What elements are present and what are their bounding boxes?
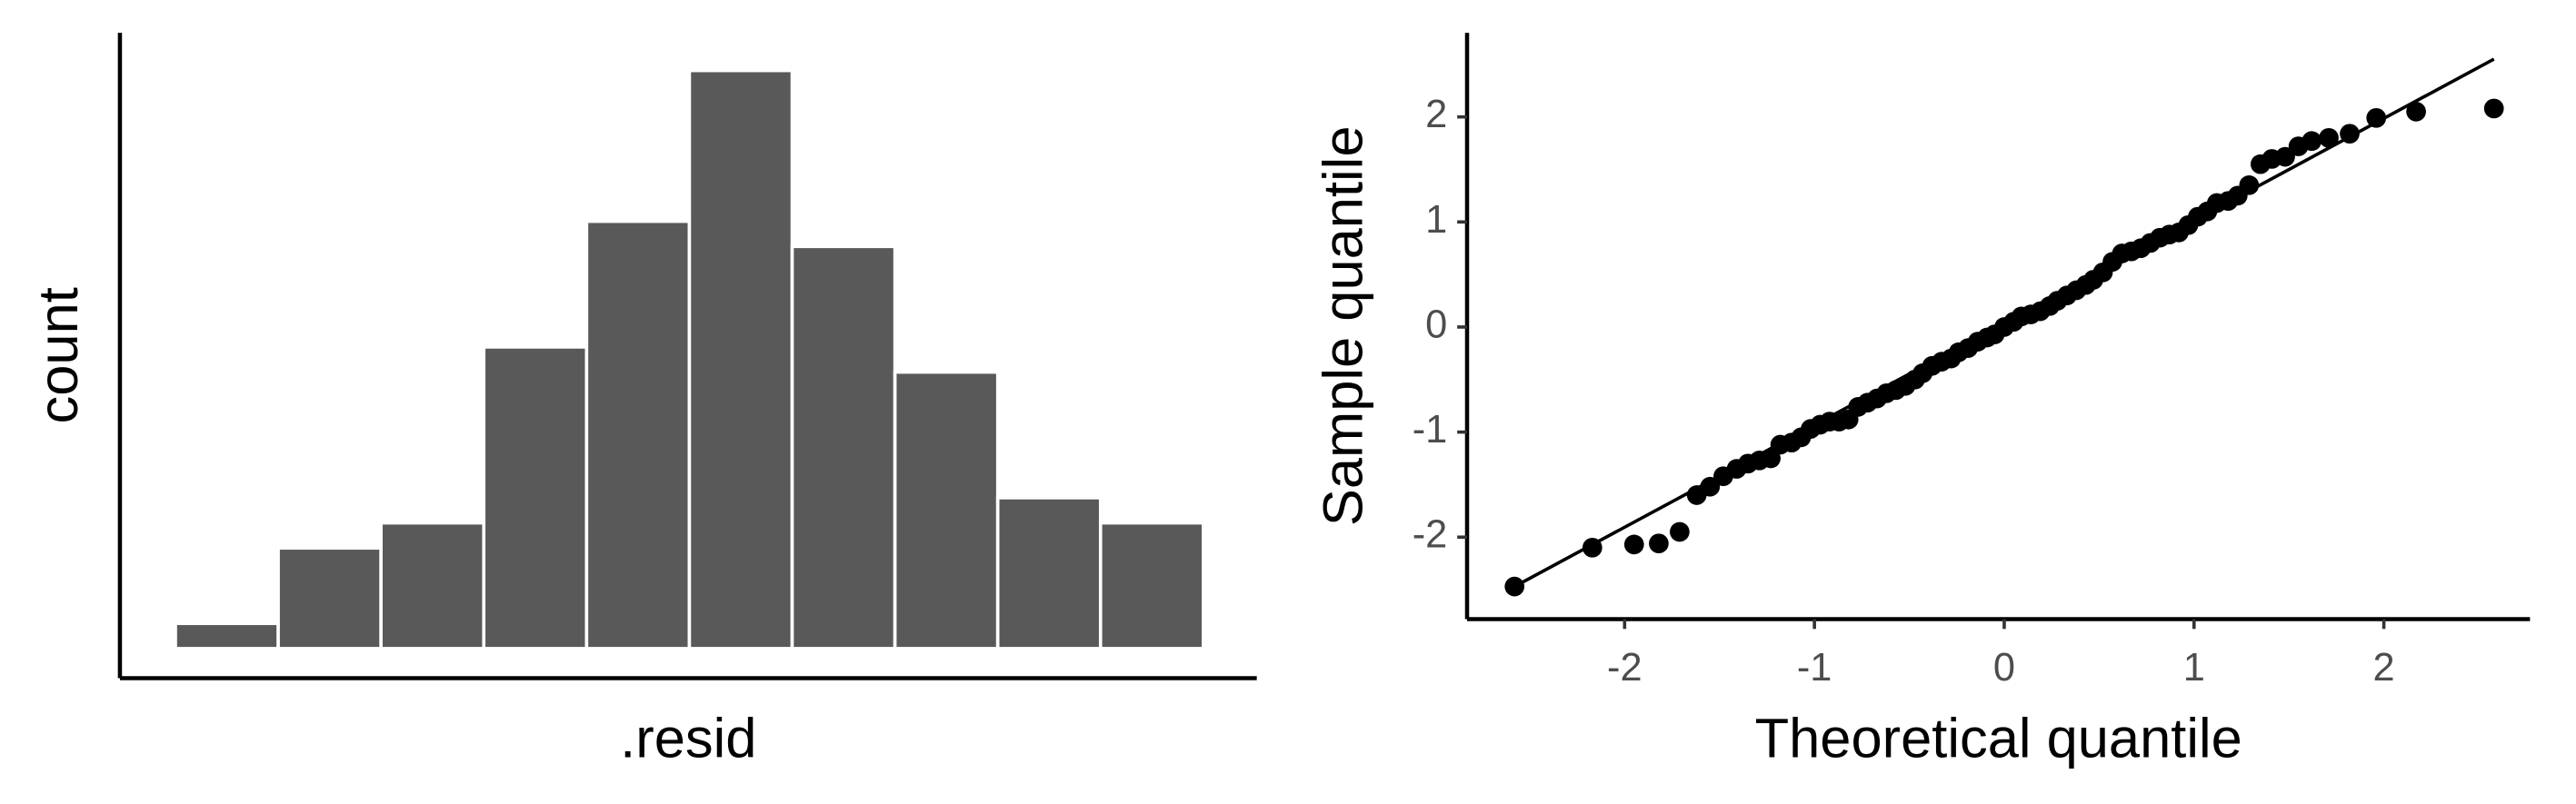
bar	[379, 521, 486, 650]
x-axis-title: Theoretical quantile	[1755, 707, 2242, 769]
bar	[482, 345, 589, 650]
y-axis-title: count	[27, 287, 90, 423]
point	[2275, 146, 2295, 167]
x-tick-label: 2	[2373, 646, 2395, 690]
point	[1582, 537, 1603, 558]
y-tick-label: 0	[1425, 303, 1447, 346]
y-tick-label: 1	[1425, 198, 1447, 242]
bar	[584, 219, 692, 650]
bar	[687, 68, 794, 650]
point	[2239, 174, 2260, 195]
point	[2301, 131, 2322, 152]
y-tick-label: -2	[1413, 513, 1448, 557]
point	[1670, 521, 1690, 542]
x-tick-label: 1	[2183, 646, 2205, 690]
bar	[790, 244, 897, 650]
x-tick-label: -1	[1797, 646, 1832, 690]
x-tick-label: -2	[1607, 646, 1642, 690]
point	[1649, 533, 1669, 554]
point	[1700, 476, 1721, 497]
y-tick-label: 2	[1425, 93, 1447, 136]
bar	[174, 621, 280, 650]
point	[2340, 124, 2360, 144]
point	[2483, 98, 2504, 119]
bar	[1098, 521, 1205, 650]
point	[2406, 102, 2426, 122]
bar	[995, 496, 1103, 650]
point	[1504, 576, 1525, 597]
y-axis-title: Sample quantile	[1312, 125, 1374, 526]
point	[1623, 534, 1644, 555]
bar	[893, 370, 1000, 650]
x-axis-title: .resid	[620, 707, 756, 769]
x-tick-label: 0	[1993, 646, 2015, 690]
bar	[276, 546, 383, 650]
point	[2366, 107, 2387, 128]
point	[2319, 127, 2339, 148]
y-tick-label: -1	[1413, 408, 1448, 452]
